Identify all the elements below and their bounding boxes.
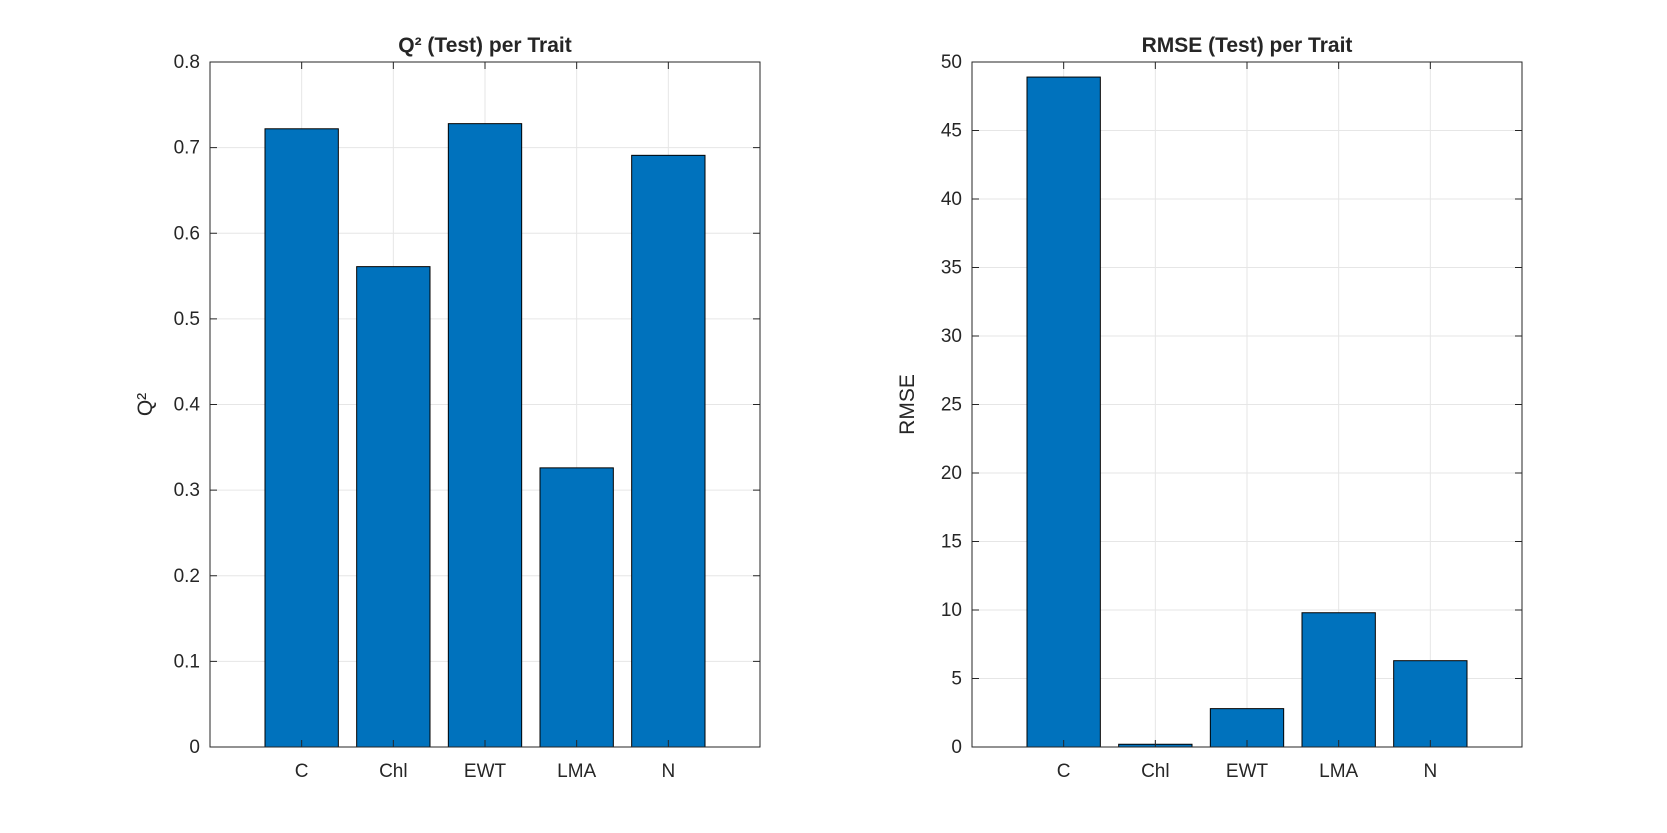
q2-y-tick-label: 0.6 <box>174 223 200 244</box>
q2-y-tick-label: 0.2 <box>174 566 200 587</box>
rmse-x-tick-label-c: C <box>1057 761 1071 782</box>
rmse-bar-lma <box>1301 612 1376 748</box>
rmse-x-tick-label-n: N <box>1423 761 1437 782</box>
rmse-y-tick-label: 40 <box>941 189 962 210</box>
rmse-y-tick-label: 25 <box>941 395 962 416</box>
q2-y-tick-label: 0.8 <box>174 52 200 73</box>
rmse-plot-area: 0 5 10 15 20 25 30 35 40 45 50 C Chl EWT LMA N <box>941 52 1523 782</box>
q2-x-tick-label-n: N <box>661 761 675 782</box>
rmse-chart-title: RMSE (Test) per Trait <box>1142 34 1353 57</box>
rmse-x-tick-label-chl: Chl <box>1141 761 1170 782</box>
q2-y-tick-label: 0.3 <box>174 480 200 501</box>
q2-y-tick-label: 0.4 <box>174 395 201 416</box>
rmse-y-tick-label: 5 <box>951 669 962 690</box>
rmse-chart-ylabel: RMSE <box>896 374 919 435</box>
q2-y-tick-label: 0.1 <box>174 651 200 672</box>
rmse-y-tick-label: 30 <box>941 326 962 347</box>
rmse-x-tick-label-lma: LMA <box>1319 761 1358 782</box>
rmse-y-tick-label: 20 <box>941 463 962 484</box>
q2-plot-area: 0 0.1 0.2 0.3 0.4 0.5 0.6 0.7 0.8 C Chl EWT LMA N <box>174 52 761 782</box>
q2-bar-chl <box>356 266 431 748</box>
q2-bar-n <box>631 154 706 748</box>
rmse-y-tick-label: 10 <box>941 600 962 621</box>
rmse-x-tick-label-ewt: EWT <box>1226 761 1269 782</box>
rmse-y-tick-label: 0 <box>951 737 962 758</box>
q2-chart-ylabel: Q² <box>134 393 157 416</box>
q2-y-tick-label: 0.5 <box>174 309 200 330</box>
q2-bar-lma <box>539 467 614 748</box>
q2-x-tick-label-ewt: EWT <box>464 761 507 782</box>
rmse-y-tick-label: 35 <box>941 258 962 279</box>
q2-y-tick-label: 0.7 <box>174 138 200 159</box>
q2-y-tick-label: 0 <box>189 737 200 758</box>
rmse-y-tick-label: 45 <box>941 121 962 142</box>
rmse-y-tick-label: 15 <box>941 532 962 553</box>
rmse-bar-c <box>1026 76 1101 748</box>
q2-x-tick-label-c: C <box>295 761 309 782</box>
rmse-chart: 0 5 10 15 20 25 30 35 40 45 50 C Chl EWT LMA N RMSE (Te… <box>896 34 1523 782</box>
rmse-bar-n <box>1393 660 1468 748</box>
q2-x-tick-label-lma: LMA <box>557 761 596 782</box>
rmse-y-tick-label: 50 <box>941 52 962 73</box>
q2-chart-title: Q² (Test) per Trait <box>398 34 571 57</box>
q2-chart: 0 0.1 0.2 0.3 0.4 0.5 0.6 0.7 0.8 C Chl EWT LMA N Q² … <box>134 34 761 782</box>
q2-bar-ewt <box>447 123 523 748</box>
q2-x-tick-label-chl: Chl <box>379 761 408 782</box>
q2-bar-c <box>264 128 339 748</box>
